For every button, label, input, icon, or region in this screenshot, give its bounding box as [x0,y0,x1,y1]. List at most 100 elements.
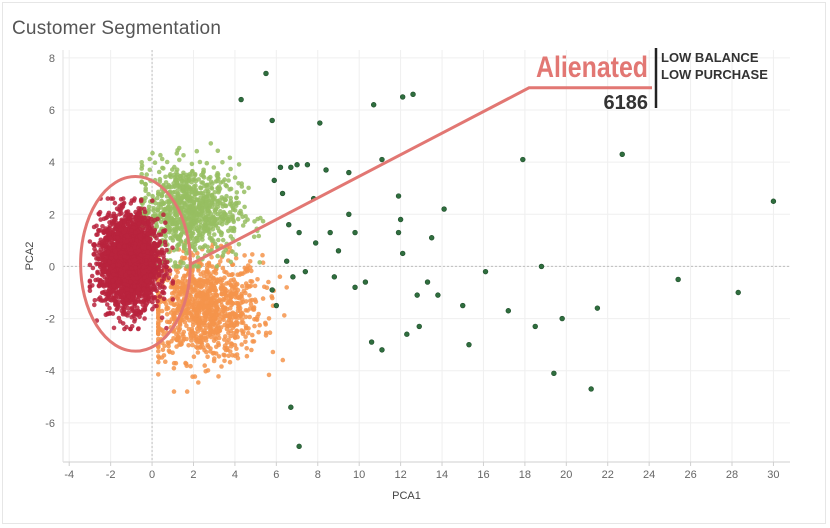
data-point [143,188,148,193]
data-point [133,300,138,305]
data-point [186,184,192,189]
data-point [119,289,124,295]
data-point [588,386,594,392]
data-point [154,288,159,294]
data-point [123,272,128,278]
data-point [208,346,213,351]
data-point [121,310,126,315]
data-point [195,291,200,296]
data-point [139,277,145,283]
data-point [163,234,168,239]
data-point [247,259,253,264]
data-point [346,169,352,176]
data-point [211,165,217,170]
data-point [242,204,247,210]
data-point [214,264,220,269]
data-point [205,342,210,348]
data-point [162,274,167,279]
data-point [182,310,188,316]
data-point [226,228,231,234]
y-tick-label: -6 [45,418,55,430]
data-point [194,326,200,332]
data-point [223,182,228,188]
data-point [189,326,195,332]
data-point [156,232,162,238]
data-point [204,160,210,166]
data-point [206,262,212,267]
data-point [283,258,290,264]
data-point [210,181,215,186]
data-point [100,273,105,278]
data-point [246,185,251,191]
data-point [168,301,174,306]
data-point [234,195,239,201]
data-point [143,294,148,300]
data-point [171,264,177,269]
data-point [194,264,199,269]
data-point [196,217,202,223]
data-point [230,213,235,218]
data-point [189,161,195,167]
data-point [154,303,159,309]
data-point [211,319,216,325]
data-point [183,214,188,219]
data-point [232,280,238,285]
data-point [156,321,161,327]
data-point [172,221,178,226]
data-point [191,184,197,189]
data-point [239,300,244,306]
data-point [238,96,244,103]
data-point [428,235,435,241]
data-point [222,343,228,348]
data-point [164,325,169,331]
data-point [102,258,107,264]
data-point [191,239,197,245]
data-point [176,328,182,333]
data-point [218,325,224,330]
data-point [156,359,161,365]
data-point [95,261,101,267]
data-point [234,190,240,195]
data-point [226,178,231,183]
data-point [219,222,225,227]
data-point [137,233,143,238]
data-point [226,337,231,343]
data-point [167,268,173,273]
data-point [424,279,431,285]
data-point [107,310,113,316]
data-point [186,343,191,348]
data-point [142,316,147,321]
data-point [197,284,203,289]
data-point [211,350,217,356]
data-point [269,117,275,124]
data-point [520,156,526,163]
data-point [216,374,221,379]
data-point [181,329,187,335]
data-point [159,315,165,321]
data-point [202,330,208,336]
data-point [117,263,122,268]
data-point [273,302,280,309]
data-point [87,279,93,285]
data-point [176,242,181,248]
data-point [215,312,220,318]
data-point [154,236,159,241]
data-point [317,120,323,126]
data-point [218,209,223,214]
data-point [140,244,145,250]
data-point [90,283,95,288]
data-point [89,273,95,279]
data-point [90,265,96,271]
data-point [131,198,137,203]
data-point [187,194,193,200]
data-point [142,209,148,215]
data-point [482,268,489,275]
data-point [205,207,211,213]
data-point [538,263,545,270]
data-point [176,297,181,303]
data-point [116,283,121,289]
data-point [178,259,183,264]
data-point [222,269,227,275]
data-point [157,261,163,267]
chart-title: Customer Segmentation [12,18,222,39]
